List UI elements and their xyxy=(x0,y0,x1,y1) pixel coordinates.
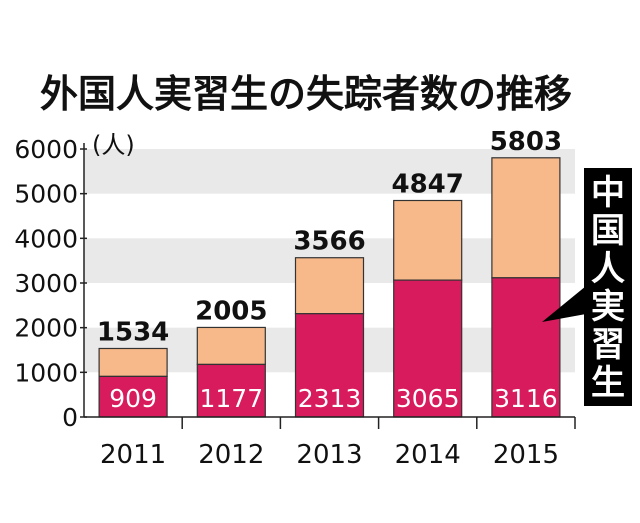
bar-inner-value-label: 1177 xyxy=(199,384,263,413)
bar-total-label: 3566 xyxy=(293,227,365,257)
bar-total-label: 4847 xyxy=(392,170,464,200)
legend-char: 生 xyxy=(591,363,625,403)
bar-inner-value-label: 3065 xyxy=(396,384,460,413)
bar-chinese-segment xyxy=(393,279,463,418)
bar-inner-value-label: 2313 xyxy=(298,384,362,413)
bar-chinese-segment xyxy=(294,313,365,418)
bar-inner-value-label: 909 xyxy=(109,384,157,413)
x-axis: 2011 2012 2013 2014 2015 xyxy=(84,416,576,470)
bar-inner-value-label: 3116 xyxy=(494,384,558,413)
legend-pointer xyxy=(542,286,586,322)
legend-char: 習 xyxy=(591,325,625,365)
bar-other-segment xyxy=(98,347,168,377)
y-tick-label: 6000 xyxy=(14,135,78,164)
x-tick-label: 2012 xyxy=(198,440,264,470)
legend-box xyxy=(584,168,632,406)
x-tick-label: 2014 xyxy=(395,440,461,470)
y-tick-label: 0 xyxy=(62,403,78,432)
bar-total-label: 2005 xyxy=(195,296,267,326)
legend-char: 人 xyxy=(591,249,625,289)
y-tick-label: 5000 xyxy=(14,180,78,209)
bar-chinese-segment xyxy=(98,375,168,418)
bar-other-segment xyxy=(196,326,266,366)
y-tick-label: 4000 xyxy=(14,224,78,253)
bars: 909 1534 1177 2005 2313 3566 3065 4847 3116 5803 xyxy=(97,127,562,418)
y-tick-label: 1000 xyxy=(14,358,78,387)
y-tick-label: 3000 xyxy=(14,269,78,298)
y-tick-label: 2000 xyxy=(14,314,78,343)
bar-total-label: 5803 xyxy=(490,127,562,157)
legend-char: 実 xyxy=(591,287,625,327)
bar-other-segment xyxy=(491,157,561,279)
bar-other-segment xyxy=(294,257,365,315)
bar-chinese-segment xyxy=(196,363,266,418)
chart-title: 外国人実習生の失踪者数の推移 xyxy=(40,72,572,116)
unit-label: (人) xyxy=(92,131,135,159)
bar-total-label: 1534 xyxy=(97,317,169,347)
legend-char: 国 xyxy=(591,211,625,251)
legend-char: 中 xyxy=(591,173,625,213)
x-tick-label: 2015 xyxy=(493,440,559,470)
x-tick-label: 2013 xyxy=(296,440,362,470)
bar-other-segment xyxy=(393,199,463,281)
x-tick-label: 2011 xyxy=(100,440,166,470)
y-axis: 6000 5000 4000 3000 2000 1000 0 xyxy=(14,135,87,432)
